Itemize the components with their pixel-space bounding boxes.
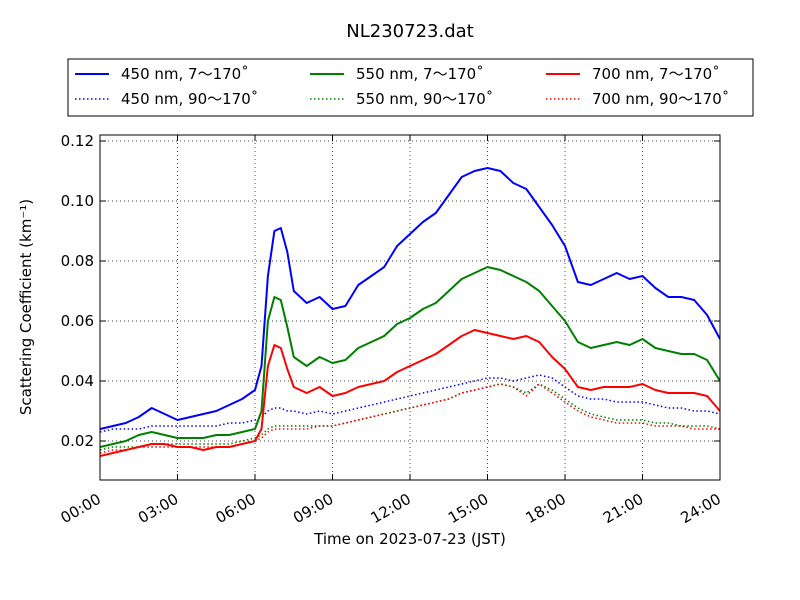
x-tick-label: 18:00 [523,490,569,527]
series-line-1 [100,374,720,433]
y-tick-label: 0.02 [61,432,94,450]
series-line-4 [100,329,720,457]
legend-label: 450 nm, 90～170˚ [121,90,258,108]
chart-title: NL230723.dat [346,21,473,42]
x-tick-label: 12:00 [368,490,414,527]
x-tick-label: 15:00 [445,490,491,527]
x-tick-label: 21:00 [600,490,646,527]
y-tick-label: 0.10 [61,192,94,210]
x-tick-label: 24:00 [678,490,724,527]
legend-label: 700 nm, 90～170˚ [592,90,729,108]
x-axis-label: Time on 2023-07-23 (JST) [313,530,506,548]
y-axis-label: Scattering Coefficient (km⁻¹) [17,199,35,415]
series-line-5 [100,383,720,454]
grid [100,135,720,480]
series-line-3 [100,383,720,451]
series-line-2 [100,266,720,448]
x-tick-label: 03:00 [135,490,181,527]
x-tick-label: 06:00 [213,490,259,527]
legend-label: 550 nm, 90～170˚ [356,90,493,108]
x-tick-label: 09:00 [290,490,336,527]
y-tick-label: 0.06 [61,312,94,330]
series-layer [100,167,720,457]
y-tick-label: 0.12 [61,132,94,150]
y-tick-label: 0.08 [61,252,94,270]
legend-label: 450 nm, 7～170˚ [121,65,249,83]
legend-label: 700 nm, 7～170˚ [592,65,720,83]
series-line-0 [100,167,720,430]
y-tick-label: 0.04 [61,372,94,390]
legend-label: 550 nm, 7～170˚ [356,65,484,83]
x-tick-label: 00:00 [58,490,104,527]
legend-box [67,58,754,117]
legend: 450 nm, 7～170˚ 550 nm, 7～170˚ 700 nm, 7～17… [67,58,754,117]
